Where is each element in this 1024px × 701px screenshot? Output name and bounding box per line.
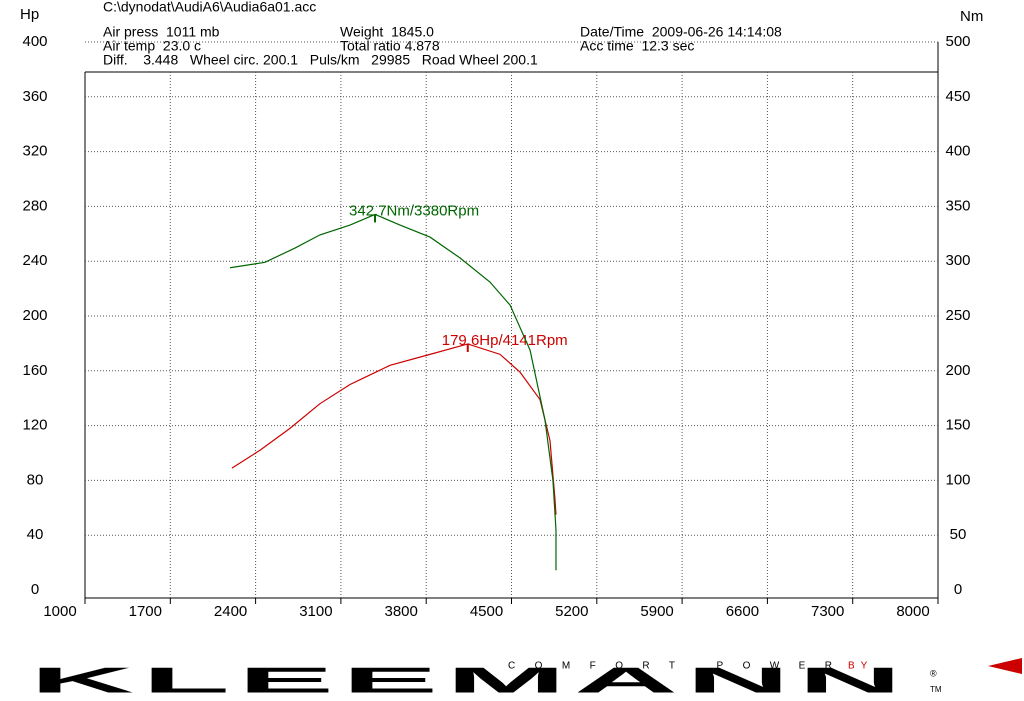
x-tick-label: 1000 — [43, 603, 76, 620]
y-tick-label: 80 — [27, 471, 44, 488]
y-tick-label: 0 — [31, 581, 39, 598]
peak-label: 342.7Nm/3380Rpm — [349, 202, 479, 219]
curve — [229, 213, 557, 571]
y2-tick-label: 200 — [945, 362, 970, 379]
x-tick-label: 7300 — [811, 603, 844, 620]
y2-tick-label: 150 — [945, 417, 970, 434]
y-tick-label: 120 — [22, 417, 47, 434]
file-path: C:\dynodat\AudiA6\Audia6a01.acc — [103, 0, 316, 15]
y-axis-label: Hp — [20, 6, 39, 23]
y-tick-label: 160 — [22, 362, 47, 379]
info: Diff. 3.448 Wheel circ. 200.1 Puls/km 29… — [103, 52, 538, 68]
x-tick-label: 3100 — [299, 603, 332, 620]
x-tick-label: 5200 — [555, 603, 588, 620]
y-tick-label: 400 — [22, 33, 47, 50]
logo-arrow — [988, 658, 1022, 674]
logo-mark: ® — [930, 668, 937, 678]
x-tick-label: 3800 — [385, 603, 418, 620]
logo-tagline: COMFORT POWER — [508, 661, 838, 672]
y2-tick-label: 100 — [945, 471, 970, 488]
x-tick-label: 6600 — [726, 603, 759, 620]
info: Air press 1011 mb — [103, 24, 220, 40]
y-tick-label: 200 — [22, 307, 47, 324]
x-tick-label: 8000 — [896, 603, 929, 620]
logo-by: BY — [848, 661, 873, 672]
y2-tick-label: 0 — [954, 581, 962, 598]
y2-tick-label: 400 — [945, 143, 970, 160]
y2-axis-label: Nm — [960, 8, 983, 25]
x-tick-label: 5900 — [640, 603, 673, 620]
y-tick-label: 320 — [22, 143, 47, 160]
x-tick-label: 1700 — [129, 603, 162, 620]
peak-label: 179.6Hp/4141Rpm — [442, 332, 568, 349]
y2-tick-label: 500 — [945, 33, 970, 50]
y2-tick-label: 300 — [945, 252, 970, 269]
y-tick-label: 360 — [22, 88, 47, 105]
x-tick-label: 2400 — [214, 603, 247, 620]
logo-name: KLEEMANN — [30, 660, 910, 701]
y2-tick-label: 50 — [950, 526, 967, 543]
info: Weight 1845.0 — [340, 24, 434, 40]
y2-tick-label: 450 — [945, 88, 970, 105]
logo-tm: TM — [930, 685, 942, 694]
x-tick-label: 4500 — [470, 603, 503, 620]
info: Acc time 12.3 sec — [580, 38, 694, 54]
y-tick-label: 240 — [22, 252, 47, 269]
curve — [231, 343, 557, 515]
y-tick-label: 40 — [27, 526, 44, 543]
y-tick-label: 280 — [22, 197, 47, 214]
y2-tick-label: 250 — [945, 307, 970, 324]
y2-tick-label: 350 — [945, 197, 970, 214]
info: Date/Time 2009-06-26 14:14:08 — [580, 24, 782, 40]
